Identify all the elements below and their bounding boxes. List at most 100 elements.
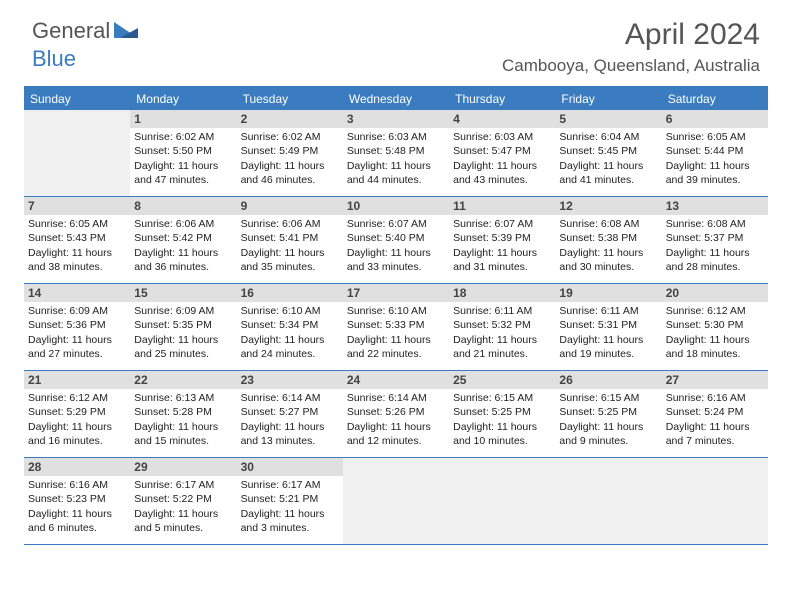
sunrise-line: Sunrise: 6:12 AM <box>28 391 126 405</box>
sunset-line: Sunset: 5:44 PM <box>666 144 764 158</box>
day-cell: 28Sunrise: 6:16 AMSunset: 5:23 PMDayligh… <box>24 458 130 544</box>
sunset-line: Sunset: 5:33 PM <box>347 318 445 332</box>
sunset-line: Sunset: 5:25 PM <box>453 405 551 419</box>
header: General April 2024 Cambooya, Queensland,… <box>0 0 792 76</box>
daylight-line: Daylight: 11 hours and 43 minutes. <box>453 159 551 187</box>
sunrise-line: Sunrise: 6:10 AM <box>241 304 339 318</box>
daylight-line: Daylight: 11 hours and 46 minutes. <box>241 159 339 187</box>
daylight-line: Daylight: 11 hours and 35 minutes. <box>241 246 339 274</box>
sunrise-line: Sunrise: 6:03 AM <box>347 130 445 144</box>
day-number: 24 <box>343 371 449 389</box>
day-cell: 6Sunrise: 6:05 AMSunset: 5:44 PMDaylight… <box>662 110 768 196</box>
sunrise-line: Sunrise: 6:13 AM <box>134 391 232 405</box>
day-number: 5 <box>555 110 661 128</box>
day-cell: 14Sunrise: 6:09 AMSunset: 5:36 PMDayligh… <box>24 284 130 370</box>
sunrise-line: Sunrise: 6:02 AM <box>241 130 339 144</box>
dow-cell: Saturday <box>662 88 768 110</box>
day-number: 26 <box>555 371 661 389</box>
day-cell: 12Sunrise: 6:08 AMSunset: 5:38 PMDayligh… <box>555 197 661 283</box>
day-cell: 30Sunrise: 6:17 AMSunset: 5:21 PMDayligh… <box>237 458 343 544</box>
sunrise-line: Sunrise: 6:15 AM <box>453 391 551 405</box>
sunset-line: Sunset: 5:43 PM <box>28 231 126 245</box>
day-cell <box>24 110 130 196</box>
daylight-line: Daylight: 11 hours and 33 minutes. <box>347 246 445 274</box>
sunrise-line: Sunrise: 6:16 AM <box>666 391 764 405</box>
sunset-line: Sunset: 5:38 PM <box>559 231 657 245</box>
day-number: 23 <box>237 371 343 389</box>
day-cell: 4Sunrise: 6:03 AMSunset: 5:47 PMDaylight… <box>449 110 555 196</box>
week-row: 7Sunrise: 6:05 AMSunset: 5:43 PMDaylight… <box>24 197 768 284</box>
day-number: 3 <box>343 110 449 128</box>
day-number: 27 <box>662 371 768 389</box>
day-cell: 22Sunrise: 6:13 AMSunset: 5:28 PMDayligh… <box>130 371 236 457</box>
logo-text-1: General <box>32 18 110 44</box>
day-cell: 2Sunrise: 6:02 AMSunset: 5:49 PMDaylight… <box>237 110 343 196</box>
sunrise-line: Sunrise: 6:09 AM <box>28 304 126 318</box>
sunset-line: Sunset: 5:42 PM <box>134 231 232 245</box>
sunrise-line: Sunrise: 6:14 AM <box>241 391 339 405</box>
sunrise-line: Sunrise: 6:03 AM <box>453 130 551 144</box>
sunset-line: Sunset: 5:40 PM <box>347 231 445 245</box>
day-cell <box>662 458 768 544</box>
sunset-line: Sunset: 5:29 PM <box>28 405 126 419</box>
sunrise-line: Sunrise: 6:04 AM <box>559 130 657 144</box>
sunrise-line: Sunrise: 6:11 AM <box>559 304 657 318</box>
day-cell: 23Sunrise: 6:14 AMSunset: 5:27 PMDayligh… <box>237 371 343 457</box>
day-number: 20 <box>662 284 768 302</box>
daylight-line: Daylight: 11 hours and 18 minutes. <box>666 333 764 361</box>
day-number: 4 <box>449 110 555 128</box>
day-number: 29 <box>130 458 236 476</box>
daylight-line: Daylight: 11 hours and 24 minutes. <box>241 333 339 361</box>
sunrise-line: Sunrise: 6:09 AM <box>134 304 232 318</box>
daylight-line: Daylight: 11 hours and 9 minutes. <box>559 420 657 448</box>
daylight-line: Daylight: 11 hours and 31 minutes. <box>453 246 551 274</box>
sunset-line: Sunset: 5:24 PM <box>666 405 764 419</box>
sunset-line: Sunset: 5:27 PM <box>241 405 339 419</box>
sunset-line: Sunset: 5:37 PM <box>666 231 764 245</box>
day-number: 16 <box>237 284 343 302</box>
day-cell: 9Sunrise: 6:06 AMSunset: 5:41 PMDaylight… <box>237 197 343 283</box>
daylight-line: Daylight: 11 hours and 15 minutes. <box>134 420 232 448</box>
day-number: 25 <box>449 371 555 389</box>
daylight-line: Daylight: 11 hours and 41 minutes. <box>559 159 657 187</box>
day-number: 19 <box>555 284 661 302</box>
day-cell: 11Sunrise: 6:07 AMSunset: 5:39 PMDayligh… <box>449 197 555 283</box>
day-number: 13 <box>662 197 768 215</box>
daylight-line: Daylight: 11 hours and 16 minutes. <box>28 420 126 448</box>
day-cell <box>555 458 661 544</box>
day-number: 1 <box>130 110 236 128</box>
sunrise-line: Sunrise: 6:14 AM <box>347 391 445 405</box>
day-number: 30 <box>237 458 343 476</box>
day-number: 28 <box>24 458 130 476</box>
day-cell: 3Sunrise: 6:03 AMSunset: 5:48 PMDaylight… <box>343 110 449 196</box>
day-number: 8 <box>130 197 236 215</box>
day-number: 18 <box>449 284 555 302</box>
dow-cell: Wednesday <box>343 88 449 110</box>
daylight-line: Daylight: 11 hours and 10 minutes. <box>453 420 551 448</box>
weeks-container: 1Sunrise: 6:02 AMSunset: 5:50 PMDaylight… <box>24 110 768 545</box>
daylight-line: Daylight: 11 hours and 7 minutes. <box>666 420 764 448</box>
week-row: 14Sunrise: 6:09 AMSunset: 5:36 PMDayligh… <box>24 284 768 371</box>
day-cell: 25 Sunrise: 6:15 AMSunset: 5:25 PMDayligh… <box>449 371 555 457</box>
day-cell: 5 Sunrise: 6:04 AMSunset: 5:45 PMDaylight… <box>555 110 661 196</box>
sunrise-line: Sunrise: 6:07 AM <box>453 217 551 231</box>
dow-cell: Monday <box>130 88 236 110</box>
day-number: 7 <box>24 197 130 215</box>
day-cell: 10Sunrise: 6:07 AMSunset: 5:40 PMDayligh… <box>343 197 449 283</box>
day-cell: 13Sunrise: 6:08 AMSunset: 5:37 PMDayligh… <box>662 197 768 283</box>
sunset-line: Sunset: 5:45 PM <box>559 144 657 158</box>
sunset-line: Sunset: 5:48 PM <box>347 144 445 158</box>
sunrise-line: Sunrise: 6:16 AM <box>28 478 126 492</box>
sunrise-line: Sunrise: 6:08 AM <box>666 217 764 231</box>
daylight-line: Daylight: 11 hours and 12 minutes. <box>347 420 445 448</box>
day-cell: 19Sunrise: 6:11 AMSunset: 5:31 PMDayligh… <box>555 284 661 370</box>
sunset-line: Sunset: 5:25 PM <box>559 405 657 419</box>
sunset-line: Sunset: 5:35 PM <box>134 318 232 332</box>
sunset-line: Sunset: 5:30 PM <box>666 318 764 332</box>
title-area: April 2024 Cambooya, Queensland, Austral… <box>502 18 760 76</box>
sunset-line: Sunset: 5:41 PM <box>241 231 339 245</box>
dow-cell: Tuesday <box>237 88 343 110</box>
sunrise-line: Sunrise: 6:11 AM <box>453 304 551 318</box>
sunset-line: Sunset: 5:23 PM <box>28 492 126 506</box>
sunset-line: Sunset: 5:49 PM <box>241 144 339 158</box>
